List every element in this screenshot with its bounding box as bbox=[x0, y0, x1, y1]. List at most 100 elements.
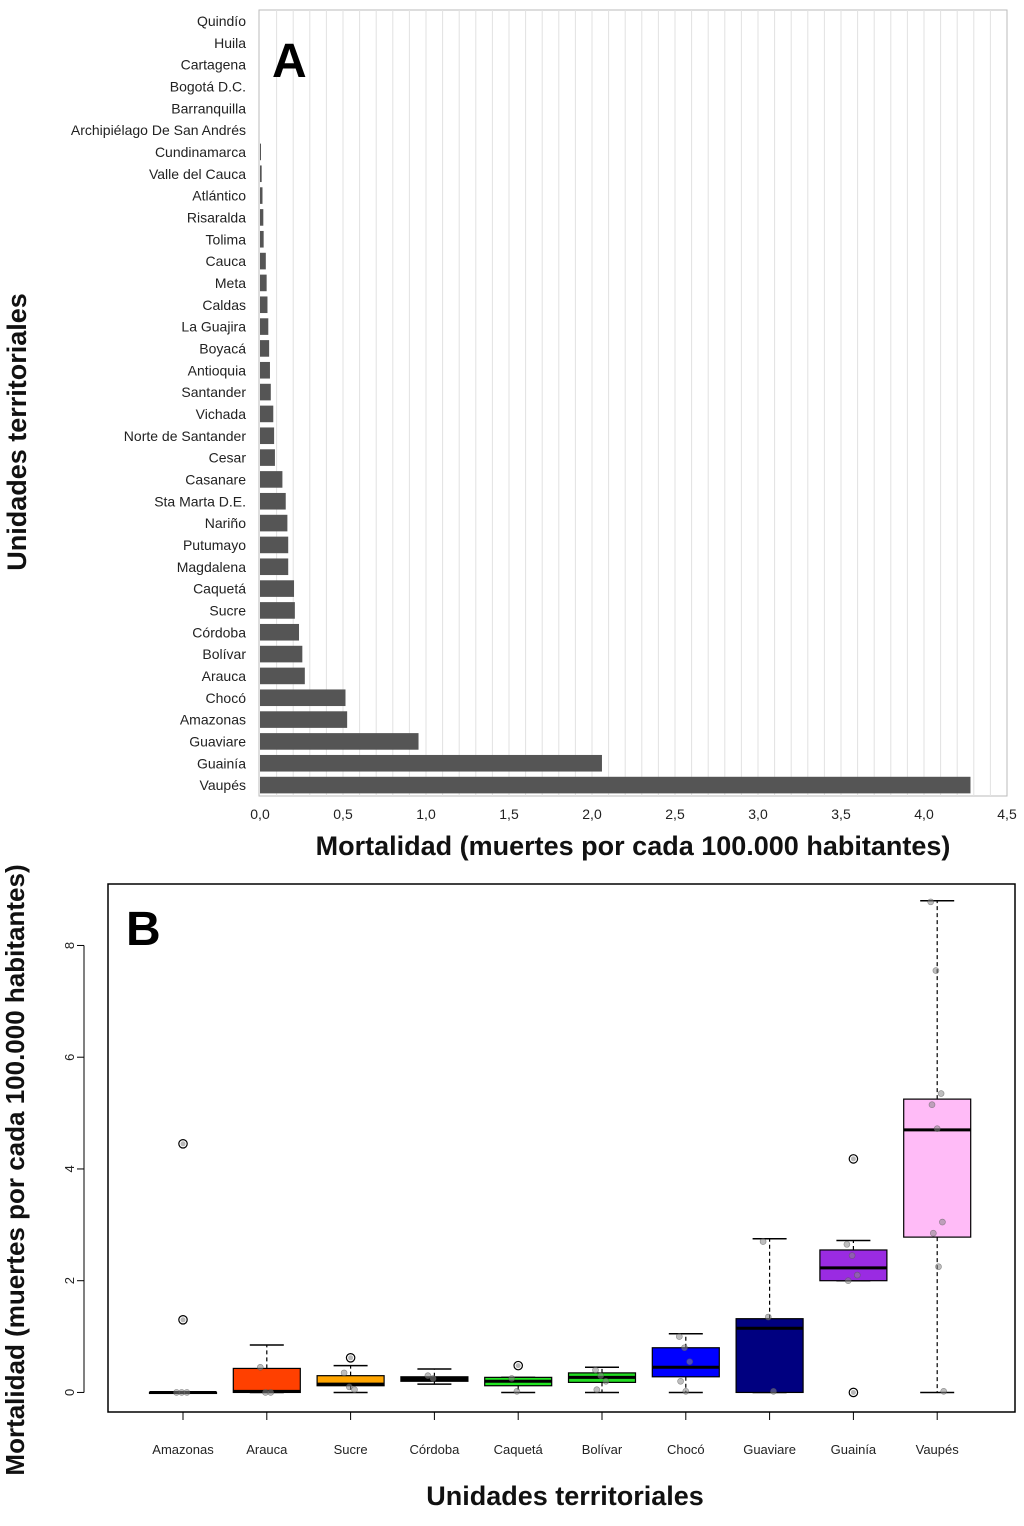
category-label: Cauca bbox=[206, 253, 247, 269]
x-tick-label: Guainía bbox=[831, 1442, 877, 1457]
data-point bbox=[843, 1241, 851, 1248]
data-point bbox=[677, 1377, 684, 1385]
data-point bbox=[429, 1375, 437, 1382]
category-label: Arauca bbox=[202, 668, 247, 684]
category-label: Meta bbox=[215, 275, 246, 291]
panel-a-x-axis-title: Mortalidad (muertes por cada 100.000 hab… bbox=[316, 831, 951, 861]
panel-b-y-axis-title: Mortalidad (muertes por cada 100.000 hab… bbox=[0, 864, 30, 1475]
bar bbox=[260, 733, 419, 750]
bar bbox=[260, 514, 288, 532]
data-point bbox=[593, 1386, 601, 1393]
outlier-fill bbox=[180, 1141, 186, 1147]
category-label: Vaupés bbox=[200, 777, 246, 793]
outlier-point bbox=[178, 1315, 188, 1325]
x-tick-label: 2,5 bbox=[665, 806, 685, 822]
bar bbox=[260, 602, 295, 619]
category-label: Sta Marta D.E. bbox=[154, 493, 246, 509]
panel-a-category-labels: Quindío Huila Cartagena Bogotá D.C. Barranqu… bbox=[71, 13, 246, 793]
box-group bbox=[316, 1353, 385, 1394]
panel-a-y-axis-title: Unidades territoriales bbox=[2, 293, 32, 571]
category-label: Bogotá D.C. bbox=[170, 78, 246, 94]
data-point bbox=[848, 1252, 856, 1259]
category-label: Amazonas bbox=[180, 712, 246, 728]
box-group bbox=[232, 1344, 301, 1396]
x-tick-label: Caquetá bbox=[494, 1442, 544, 1457]
bar bbox=[260, 711, 348, 728]
bar bbox=[260, 143, 261, 161]
category-label: Guainía bbox=[197, 755, 246, 771]
bar bbox=[260, 209, 264, 226]
category-label: Huila bbox=[214, 35, 246, 51]
box bbox=[651, 1347, 720, 1378]
panel-a-bar-chart: Quindío Huila Cartagena Bogotá D.C. Barranqu… bbox=[2, 9, 1017, 861]
bar bbox=[260, 471, 283, 488]
category-label: Córdoba bbox=[192, 624, 246, 640]
category-label: Vichada bbox=[196, 406, 247, 422]
x-tick-label: 1,5 bbox=[499, 806, 519, 822]
category-label: Cesar bbox=[209, 450, 247, 466]
box-group bbox=[400, 1368, 469, 1385]
x-tick-label: 3,5 bbox=[831, 806, 851, 822]
category-label: La Guajira bbox=[181, 319, 246, 335]
x-tick-label: 3,0 bbox=[748, 806, 768, 822]
box-group bbox=[735, 1238, 804, 1395]
data-point bbox=[932, 967, 940, 974]
bar bbox=[260, 558, 289, 576]
category-label: Nariño bbox=[205, 515, 246, 531]
data-point bbox=[681, 1344, 688, 1352]
bar bbox=[260, 383, 271, 401]
category-label: Chocó bbox=[206, 690, 247, 706]
y-tick-label: 4 bbox=[62, 1165, 77, 1172]
bar bbox=[260, 449, 275, 466]
box-group bbox=[567, 1366, 637, 1394]
data-point bbox=[686, 1358, 694, 1366]
category-label: Casanare bbox=[185, 471, 246, 487]
box bbox=[232, 1367, 301, 1394]
data-point bbox=[935, 1263, 942, 1271]
box bbox=[735, 1318, 804, 1394]
category-label: Cartagena bbox=[181, 57, 247, 73]
bar bbox=[260, 296, 268, 314]
bar bbox=[260, 340, 270, 357]
category-label: Antioquia bbox=[188, 362, 247, 378]
panel-b-x-axis-title: Unidades territoriales bbox=[426, 1481, 704, 1511]
category-label: Magdalena bbox=[177, 559, 246, 575]
panel-b-x-tick-labels: Amazonas Arauca Sucre Córdoba Caquetá Bolívar… bbox=[152, 1411, 959, 1457]
data-point bbox=[682, 1388, 690, 1395]
bar bbox=[260, 361, 270, 379]
bar bbox=[260, 689, 346, 707]
data-point bbox=[928, 1101, 936, 1108]
x-tick-label: 1,0 bbox=[416, 806, 436, 822]
panel-b-letter: B bbox=[126, 903, 161, 956]
data-point bbox=[592, 1366, 599, 1374]
data-point bbox=[602, 1377, 610, 1385]
x-tick-label: 0,0 bbox=[250, 806, 270, 822]
data-point bbox=[764, 1313, 772, 1321]
box-group bbox=[903, 898, 972, 1395]
bar bbox=[260, 252, 266, 270]
category-label: Santander bbox=[181, 384, 246, 400]
data-point bbox=[940, 1388, 948, 1395]
y-tick-label: 6 bbox=[62, 1054, 77, 1061]
panel-b-y-axis: 0 2 4 6 8 bbox=[62, 942, 85, 1396]
bar bbox=[260, 405, 274, 423]
data-point bbox=[933, 1125, 941, 1133]
panel-a-gridlines bbox=[276, 10, 991, 796]
category-label: Boyacá bbox=[199, 340, 246, 356]
outlier-fill bbox=[180, 1317, 186, 1323]
box-group bbox=[651, 1333, 720, 1395]
bar bbox=[260, 274, 267, 292]
data-point bbox=[508, 1375, 516, 1382]
category-label: Valle del Cauca bbox=[149, 166, 246, 182]
outlier-point bbox=[848, 1387, 859, 1398]
y-tick-label: 8 bbox=[62, 942, 77, 949]
data-point bbox=[759, 1238, 767, 1245]
data-point bbox=[937, 1090, 945, 1097]
data-point bbox=[597, 1372, 605, 1379]
data-point bbox=[929, 1229, 937, 1237]
category-label: Cundinamarca bbox=[155, 144, 246, 160]
category-label: Tolima bbox=[206, 231, 247, 247]
x-tick-label: 0,5 bbox=[333, 806, 353, 822]
data-point bbox=[267, 1389, 275, 1396]
